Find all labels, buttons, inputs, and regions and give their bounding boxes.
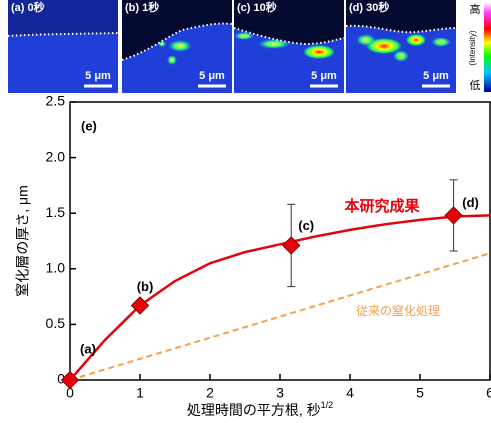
y-tick-label: 0.5	[46, 315, 66, 331]
x-axis-label-main: 処理時間の平方根, 秒	[187, 402, 321, 418]
x-tick-label: 4	[346, 385, 354, 401]
intensity-spot	[168, 40, 192, 52]
panel-label: (a) 0秒	[11, 0, 45, 14]
plot-frame	[70, 102, 490, 380]
x-tick-label: 3	[276, 385, 284, 401]
intensity-spot	[406, 34, 426, 46]
colorbar-label: (Intensity)	[468, 30, 477, 65]
series-line	[70, 215, 490, 380]
panel-label: (c) 10秒	[237, 0, 277, 14]
panel-label: (e)	[81, 118, 97, 133]
intensity-spot	[393, 50, 409, 62]
colorbar	[484, 2, 491, 92]
x-axis-label: 処理時間の平方根, 秒1/2	[187, 400, 333, 417]
point-label: (a)	[80, 341, 96, 356]
intensity-spot	[234, 32, 254, 40]
panel-label: (d) 30秒	[349, 0, 389, 14]
y-tick-label: 1.0	[46, 260, 66, 276]
point-label: (c)	[298, 218, 314, 233]
x-tick-label: 6	[486, 385, 491, 401]
image-panel: (b) 1秒 5 μm	[122, 0, 232, 93]
figure: (a) 0秒 5 μm (b) 1秒 5 μm (c) 10秒 5 μm (d) 30秒 5 …	[0, 0, 491, 423]
scale-label: 5 μm	[85, 70, 111, 82]
series-name: 従来の窒化処理	[356, 303, 440, 318]
intensity-spot	[356, 34, 376, 46]
series-name: 本研究成果	[344, 197, 420, 215]
image-panel: (a) 0秒 5 μm	[8, 0, 118, 93]
data-point	[445, 207, 462, 224]
scale-label: 5 μm	[311, 70, 337, 82]
colorbar-low: 低	[470, 79, 481, 92]
y-tick-label: 2.0	[46, 148, 66, 164]
intensity-spot	[303, 45, 335, 59]
point-label: (b)	[137, 279, 154, 294]
image-strip: (a) 0秒 5 μm (b) 1秒 5 μm (c) 10秒 5 μm (d) 30秒 5 …	[8, 0, 491, 93]
x-tick-label: 5	[416, 385, 424, 401]
colorbar-high: 高	[470, 2, 481, 16]
y-tick-label: 2.5	[46, 93, 66, 109]
scale-label: 5 μm	[199, 70, 225, 82]
scale-label: 5 μm	[423, 70, 449, 82]
y-axis-label: 窒化層の厚さ, μm	[15, 185, 31, 297]
x-tick-label: 2	[206, 385, 214, 401]
y-tick-label: 1.5	[46, 204, 66, 220]
x-tick-label: 1	[136, 385, 144, 401]
image-panel: (c) 10秒 5 μm	[234, 0, 344, 93]
point-label: (d)	[462, 195, 479, 210]
panel-label: (b) 1秒	[125, 0, 159, 14]
image-panel: (d) 30秒 5 μm	[346, 0, 456, 93]
x-axis-label-sup: 1/2	[321, 400, 334, 410]
intensity-spot	[431, 37, 451, 47]
intensity-spot	[167, 55, 177, 65]
